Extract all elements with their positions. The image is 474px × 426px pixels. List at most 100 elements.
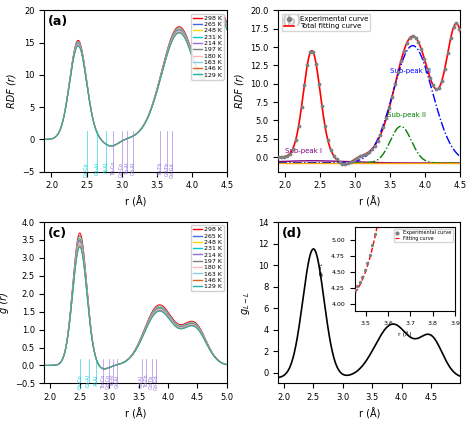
Text: Sub-peak II: Sub-peak II	[387, 112, 426, 118]
Experimental curve	[380, 124, 387, 131]
Text: (d): (d)	[282, 227, 302, 240]
Experimental curve	[441, 65, 448, 72]
Text: Sub-peak I: Sub-peak I	[285, 148, 322, 155]
Experimental curve	[310, 49, 317, 56]
Experimental curve	[286, 150, 293, 157]
Text: Tb-Al: Tb-Al	[110, 374, 115, 387]
Total fitting curve	[342, 162, 347, 167]
Text: Gd-Gd: Gd-Gd	[170, 162, 174, 178]
Experimental curve	[377, 132, 384, 138]
Sub-peak II	[384, 146, 390, 151]
Text: Gd-Co: Gd-Co	[119, 162, 124, 177]
Experimental curve	[353, 155, 361, 161]
Experimental curve	[295, 123, 302, 130]
Experimental curve	[420, 55, 428, 62]
Experimental curve	[333, 156, 340, 163]
Sub-peak III	[384, 112, 390, 117]
Text: Gd-Al: Gd-Al	[130, 162, 136, 176]
Text: (c): (c)	[48, 227, 67, 240]
Experimental curve	[383, 115, 390, 122]
Experimental curve	[394, 69, 402, 76]
Experimental curve	[362, 150, 370, 157]
Legend: 298 K, 265 K, 248 K, 231 K, 214 K, 197 K, 180 K, 163 K, 146 K, 129 K: 298 K, 265 K, 248 K, 231 K, 214 K, 197 K…	[191, 225, 224, 291]
Text: Tb-Tb: Tb-Tb	[158, 162, 163, 176]
Sub-peak II	[362, 160, 367, 165]
Line: Sub-peak III: Sub-peak III	[278, 46, 461, 163]
Total fitting curve	[362, 152, 368, 157]
Line: Sub-peak II: Sub-peak II	[278, 126, 461, 163]
Total fitting curve	[384, 113, 390, 118]
Text: Co-Co: Co-Co	[77, 374, 82, 389]
Sub-peak II	[458, 161, 464, 166]
Experimental curve	[342, 161, 349, 168]
Experimental curve	[400, 47, 408, 54]
Experimental curve	[438, 78, 446, 84]
Experimental curve	[456, 25, 463, 32]
Sub-peak II	[363, 160, 369, 165]
Text: Gd-Tb: Gd-Tb	[165, 162, 170, 176]
Sub-peak III	[410, 43, 415, 48]
Legend: 298 K, 265 K, 248 K, 231 K, 214 K, 197 K, 180 K, 163 K, 146 K, 129 K: 298 K, 265 K, 248 K, 231 K, 214 K, 197 K…	[191, 14, 224, 80]
Experimental curve	[301, 81, 308, 88]
Experimental curve	[356, 153, 364, 160]
Experimental curve	[450, 24, 457, 31]
Text: Tb-Al: Tb-Al	[125, 162, 130, 175]
Text: Co-Al: Co-Al	[86, 374, 91, 387]
Experimental curve	[283, 153, 291, 159]
Sub-peak II	[398, 124, 404, 129]
Experimental curve	[412, 34, 419, 41]
Experimental curve	[338, 161, 346, 167]
Experimental curve	[315, 81, 323, 87]
Sub-peak III	[458, 154, 464, 159]
X-axis label: r (Å): r (Å)	[359, 196, 380, 207]
Text: Gd-Tb: Gd-Tb	[149, 374, 154, 389]
Total fitting curve	[364, 151, 369, 156]
Sub-peak II	[374, 158, 380, 163]
Text: Co-Al: Co-Al	[95, 162, 100, 175]
Experimental curve	[429, 82, 437, 89]
Experimental curve	[403, 40, 410, 46]
Legend: Experimental curve, Total fitting curve: Experimental curve, Total fitting curve	[282, 14, 370, 32]
Total fitting curve	[454, 21, 459, 26]
Experimental curve	[292, 137, 300, 144]
Text: Gd-Al: Gd-Al	[139, 374, 144, 388]
Experimental curve	[330, 152, 337, 159]
Text: (a): (a)	[48, 15, 68, 28]
Experimental curve	[418, 46, 425, 53]
Experimental curve	[427, 75, 434, 81]
Experimental curve	[409, 33, 416, 40]
Experimental curve	[397, 58, 405, 64]
Text: (b): (b)	[282, 15, 302, 28]
Experimental curve	[321, 122, 328, 129]
Text: Tb-Co: Tb-Co	[111, 162, 116, 176]
Sub-peak III	[454, 150, 459, 155]
Text: Sub-peak III: Sub-peak III	[391, 68, 431, 74]
Experimental curve	[415, 39, 422, 46]
Y-axis label: RDF (r): RDF (r)	[234, 74, 245, 108]
Experimental curve	[359, 152, 367, 158]
Text: Gd-Co: Gd-Co	[106, 374, 111, 389]
Total fitting curve	[454, 21, 460, 26]
Experimental curve	[423, 65, 431, 72]
Line: Total fitting curve: Total fitting curve	[278, 23, 461, 164]
Experimental curve	[391, 81, 399, 88]
Text: Al-Al: Al-Al	[104, 162, 109, 173]
Experimental curve	[406, 35, 413, 41]
Sub-peak II	[425, 159, 431, 164]
Total fitting curve	[374, 139, 380, 144]
Sub-peak III	[362, 155, 367, 160]
Total fitting curve	[458, 30, 464, 35]
Experimental curve	[435, 84, 443, 91]
Experimental curve	[324, 137, 332, 144]
Experimental curve	[303, 61, 311, 68]
Experimental curve	[347, 158, 355, 165]
Text: Gd-Al: Gd-Al	[114, 374, 119, 388]
Experimental curve	[277, 153, 285, 160]
Sub-peak III	[425, 73, 431, 78]
Text: Co-Co: Co-Co	[84, 162, 89, 177]
Experimental curve	[274, 154, 282, 161]
Experimental curve	[345, 160, 352, 167]
Experimental curve	[289, 145, 297, 152]
Experimental curve	[365, 149, 373, 155]
Total fitting curve	[275, 155, 281, 160]
